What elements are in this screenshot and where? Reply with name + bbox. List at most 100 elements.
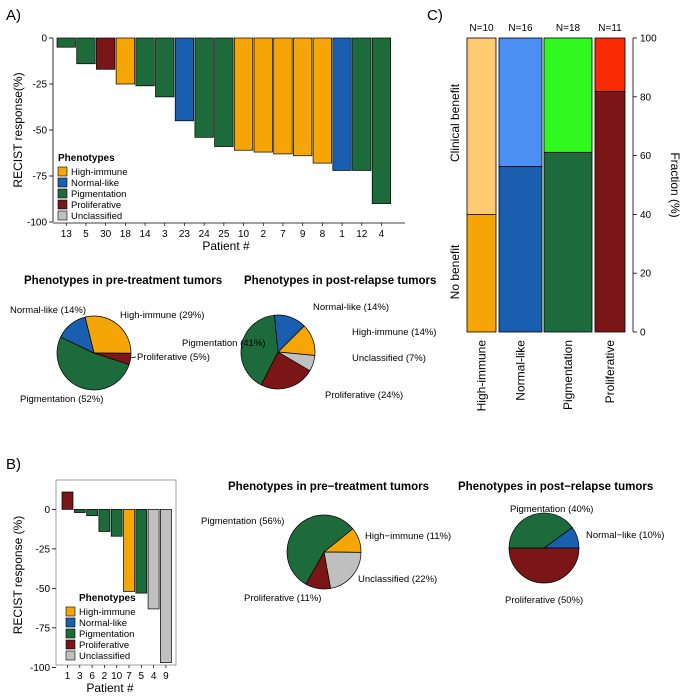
bar-patient-5 [76, 37, 96, 65]
x-tick-label: 10 [238, 229, 250, 240]
chart-c-y-axis: 0 20 40 60 80 100 [632, 34, 657, 339]
y-tick-label: 0 [44, 505, 50, 516]
x-tick-label: 12 [356, 229, 368, 240]
n-label-high-immune: N=10 [469, 23, 494, 34]
chart-c-n-labels: N=10 N=16 N=18 N=11 [469, 23, 622, 34]
chart-b-bars [61, 491, 172, 663]
y-tick-label: -25 [36, 544, 51, 555]
y-tick-label: 80 [640, 92, 652, 103]
pie-a-pre-label-proliferative: Proliferative (5%) [137, 352, 210, 363]
bar-patient-2 [98, 509, 111, 532]
bar-patient-3 [155, 37, 175, 98]
legend-swatch-normal-like [65, 617, 76, 628]
pie-b-pre [286, 514, 362, 590]
y-tick-label: -75 [33, 172, 48, 183]
pie-a-pre-leader [129, 356, 137, 359]
y-tick-label: -100 [27, 218, 47, 229]
legend-swatch-high-immune [65, 606, 76, 617]
pie-slice-normal-like [60, 316, 95, 354]
x-tick-label: 1 [339, 229, 345, 240]
legend-label-high-immune: High-immune [71, 167, 128, 178]
bar-patient-1 [332, 37, 352, 171]
legend-title: Phenotypes [79, 593, 136, 604]
chart-a-y-axis-title: RECIST response(%) [11, 72, 25, 187]
bar-patient-5 [135, 509, 148, 594]
pie-b-pre-label-pigmentation: Pigmentation (56%) [201, 516, 284, 527]
y-tick-label: -100 [30, 663, 50, 674]
legend-swatch-pigmentation [57, 188, 68, 199]
bar-patient-4 [147, 509, 160, 610]
chart-a-legend: Phenotypes High-immuneNormal-likePigment… [57, 153, 128, 222]
y-tick-label: -50 [33, 126, 48, 137]
bar-patient-7 [273, 37, 293, 155]
legend-label-proliferative: Proliferative [71, 200, 121, 211]
stack-pigmentation-clinical-benefit [543, 37, 593, 153]
chart-a-bars [56, 37, 392, 204]
y-tick-label: 20 [640, 269, 652, 280]
legend-swatch-unclassified [57, 210, 68, 221]
pie-a-pre-label-normal-like: Normal-like (14%) [10, 305, 86, 316]
pie-b-post [508, 512, 580, 584]
x-tick-label: 2 [102, 671, 108, 682]
pie-b-pre-label-proliferative: Proliferative (11%) [244, 593, 321, 604]
pie-a-post [240, 314, 316, 390]
y-tick-label: -25 [33, 80, 48, 91]
bar-patient-4 [371, 37, 392, 204]
pie-slice-proliferative [508, 547, 580, 584]
x-tick-label: 4 [379, 229, 385, 240]
legend-swatch-unclassified [65, 650, 76, 661]
pie-b-pre-label-unclassified: Unclassified (22%) [358, 574, 437, 585]
stack-pigmentation-no-benefit [543, 151, 593, 333]
pie-b-post-label-pigmentation: Pigmentation (40%) [510, 504, 593, 515]
pie-a-post-label-unclassified: Unclassified (7%) [352, 353, 426, 364]
chart-b-x-axis-title: Patient # [86, 681, 134, 695]
legend-swatch-proliferative [65, 639, 76, 650]
stack-proliferative-clinical-benefit [594, 37, 626, 92]
legend-swatch-proliferative [57, 199, 68, 210]
bar-patient-25 [214, 37, 234, 147]
stack-normal-like-clinical-benefit [498, 37, 543, 168]
pie-b-post-label-proliferative: Proliferative (50%) [505, 595, 583, 606]
x-tick-label: 2 [260, 229, 266, 240]
x-tick-label: 5 [139, 671, 145, 682]
x-tick-label: 3 [77, 671, 83, 682]
chart-c-y-axis-title: Fraction (%) [668, 152, 680, 217]
y-tick-label: 60 [640, 151, 652, 162]
n-label-normal-like: N=16 [508, 23, 533, 34]
y-tick-label: 0 [41, 34, 47, 45]
bar-patient-9 [160, 509, 172, 663]
pie-b-pre-label-high-immune: High−immune (11%) [365, 531, 451, 542]
legend-label-unclassified: Unclassified [79, 651, 130, 662]
y-tick-label: 0 [640, 328, 646, 339]
chart-c-label-clinical-benefit: Clinical benefit [448, 83, 462, 162]
pie-a-post-label-normal-like: Normal-like (14%) [313, 302, 389, 313]
x-tick-label: 5 [83, 229, 89, 240]
chart-a-x-axis-title: Patient # [202, 239, 250, 253]
chart-a-waterfall: 0 -25 -50 -75 -100 13 5 30 18 14 3 23 24 25 10 2 7 9 8 1 12… [11, 34, 405, 253]
x-tick-label: 9 [300, 229, 306, 240]
pie-slice-pigmentation [286, 514, 354, 585]
legend-label-high-immune: High-immune [79, 607, 136, 618]
x-tick-label: 13 [61, 229, 73, 240]
legend-label-unclassified: Unclassified [71, 211, 122, 222]
n-label-pigmentation: N=18 [556, 23, 581, 34]
x-category-label-normal-like: Normal-like [514, 340, 528, 401]
pie-a-pre-label-high-immune: High-immune (29%) [120, 310, 204, 321]
chart-c-stacked: 0 20 40 60 80 100 N=10 N=16 N=18 N=11 High-immun… [448, 23, 680, 411]
chart-a-x-axis: 13 5 30 18 14 3 23 24 25 10 2 7 9 8 1 12 4 [53, 222, 405, 240]
x-tick-label: 9 [163, 671, 169, 682]
pie-slice-pigmentation [508, 512, 573, 549]
pie-slice-high-immune [84, 315, 132, 354]
pie-slice-pigmentation [240, 314, 279, 386]
panel-label-a: A) [6, 7, 21, 24]
bar-patient-3 [73, 509, 86, 513]
y-tick-label: 100 [640, 34, 657, 45]
bar-patient-1 [61, 491, 74, 510]
x-tick-label: 7 [126, 671, 132, 682]
x-category-label-high-immune: High-immune [475, 340, 489, 412]
chart-b-y-axis-title: RECIST response (%) [11, 516, 25, 634]
pie-slice-unclassified [323, 551, 362, 589]
bar-patient-8 [312, 37, 332, 164]
pie-slice-normal-like [274, 314, 305, 353]
